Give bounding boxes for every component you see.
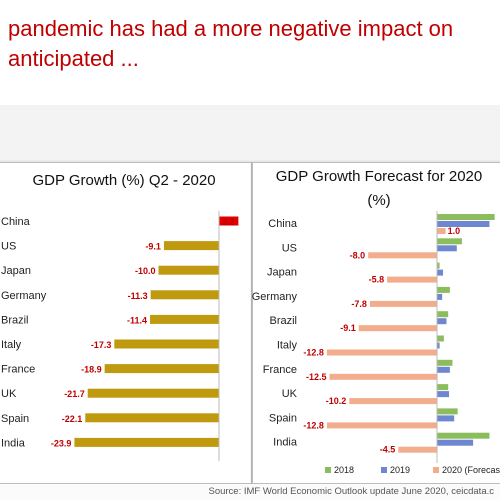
chart-title: GDP Growth (%) Q2 - 2020: [32, 172, 216, 189]
footer-strip: [0, 484, 500, 500]
legend-swatch: [325, 467, 331, 473]
category-label: Japan: [1, 265, 31, 277]
category-label: India: [273, 437, 298, 449]
data-label: -17.3: [91, 340, 112, 350]
slide-background-band: [0, 105, 500, 165]
bar: [437, 342, 440, 349]
category-label: Japan: [267, 267, 297, 279]
bar: [437, 228, 446, 234]
data-label: -5.8: [369, 275, 385, 285]
category-label: France: [263, 364, 297, 376]
bar: [150, 290, 219, 300]
legend-swatch: [381, 467, 387, 473]
category-label: China: [268, 218, 298, 230]
bar: [437, 318, 447, 325]
category-label: Spain: [1, 413, 29, 425]
bar: [369, 300, 437, 307]
bar: [349, 398, 437, 405]
data-label: -12.8: [303, 348, 324, 358]
legend-label: 2018: [334, 465, 354, 475]
headline-line-1: pandemic has had a more negative impact …: [8, 16, 454, 41]
bar: [437, 391, 450, 398]
bar: [104, 364, 219, 374]
category-label: Italy: [277, 340, 298, 352]
category-label: China: [1, 216, 31, 228]
bar: [437, 408, 458, 415]
data-label: -22.1: [62, 414, 83, 424]
bar: [437, 359, 453, 366]
bar: [158, 265, 219, 275]
bar: [437, 439, 474, 446]
data-label: -4.5: [380, 445, 396, 455]
bar: [437, 293, 443, 300]
category-label: Brazil: [1, 314, 29, 326]
gdp-q2-chart-panel: GDP Growth (%) Q2 - 2020 China 3.2 US -9.1 J…: [0, 162, 252, 484]
bar: [437, 432, 490, 439]
bar: [437, 221, 490, 227]
data-label: -21.7: [64, 389, 85, 399]
bar: [437, 366, 450, 373]
gdp-forecast-chart-panel: GDP Growth Forecast for 2020 (%) China 1.…: [252, 162, 500, 484]
data-label: -11.3: [128, 291, 148, 301]
data-label: 3.2: [222, 217, 235, 227]
legend-label: 2019: [390, 465, 410, 475]
bar: [437, 415, 455, 422]
headline-line-2: anticipated ...: [8, 46, 139, 71]
category-label: Brazil: [269, 315, 297, 327]
bar: [87, 388, 219, 398]
bar: [368, 252, 437, 259]
category-label: France: [1, 364, 35, 376]
data-label: -12.8: [303, 420, 324, 430]
bar: [437, 214, 495, 220]
legend-swatch: [433, 467, 439, 473]
bar: [437, 269, 444, 276]
category-label: UK: [1, 388, 17, 400]
bar: [163, 241, 219, 251]
bar: [437, 245, 457, 252]
data-label: -9.1: [340, 323, 356, 333]
bar: [437, 286, 450, 293]
data-label: -9.1: [145, 242, 161, 252]
data-label: 1.0: [448, 226, 461, 236]
category-label: US: [1, 241, 16, 253]
bar: [437, 335, 444, 342]
category-label: Italy: [1, 339, 22, 351]
data-label: -8.0: [350, 250, 366, 260]
bar: [85, 413, 219, 423]
bar: [329, 373, 437, 380]
bar: [398, 446, 437, 453]
data-label: -10.2: [326, 396, 347, 406]
gdp-q2-chart: China 3.2 US -9.1 Japan -10.0 Germany -11.3 Braz…: [1, 211, 239, 461]
bar: [114, 339, 219, 349]
bar: [437, 262, 440, 269]
bar: [150, 314, 219, 324]
category-label: UK: [282, 388, 298, 400]
category-label: Germany: [252, 291, 298, 303]
category-label: India: [1, 437, 26, 449]
category-label: US: [282, 242, 297, 254]
bar: [437, 311, 449, 318]
source-note: Source: IMF World Economic Outlook updat…: [208, 486, 494, 497]
headline: pandemic has had a more negative impact …: [0, 14, 500, 74]
category-label: Spain: [269, 412, 297, 424]
legend-label: 2020 (Forecast): [442, 465, 500, 475]
bar: [219, 216, 239, 226]
chart-title: GDP Growth Forecast for 2020 (%): [275, 168, 483, 209]
bar: [326, 349, 437, 356]
bar: [437, 238, 462, 245]
data-label: -23.9: [51, 438, 72, 448]
bar: [358, 325, 437, 332]
category-label: Germany: [1, 290, 47, 302]
data-label: -12.5: [306, 372, 327, 382]
data-label: -11.4: [127, 315, 147, 325]
bar: [74, 437, 219, 447]
data-label: -7.8: [351, 299, 367, 309]
data-label: -10.0: [135, 266, 156, 276]
data-label: -18.9: [81, 365, 102, 375]
bar: [326, 422, 437, 429]
bar: [437, 384, 449, 391]
bar: [387, 276, 437, 283]
gdp-forecast-chart: China 1.0 US -8.0 Japan -5.8 Germany -7.8 Brazil…: [252, 211, 500, 475]
